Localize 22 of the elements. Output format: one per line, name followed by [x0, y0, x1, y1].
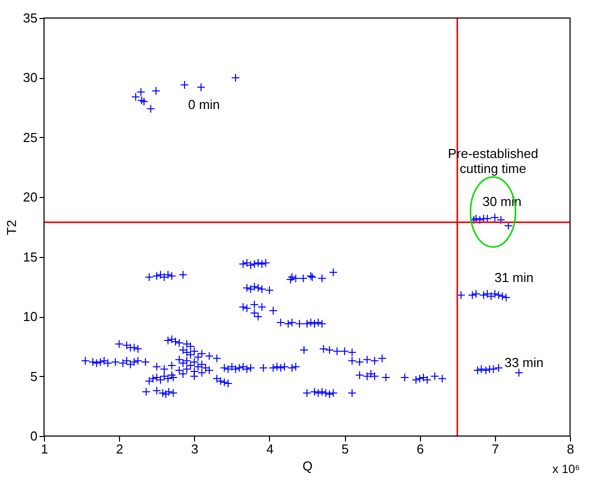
y-tick-label: 5 — [30, 368, 38, 384]
x-tick-label: 4 — [266, 442, 274, 456]
x-tick-label: 6 — [416, 442, 424, 456]
y-tick-label: 20 — [23, 190, 38, 205]
y-tick-label: 15 — [23, 249, 38, 264]
annotation: 33 min — [504, 355, 544, 370]
x-tick-label: 2 — [116, 442, 124, 456]
y-tick-label: 10 — [23, 309, 38, 324]
x-axis-title: Q — [302, 458, 313, 474]
y-tick-label: 0 — [30, 428, 38, 444]
y-tick-label: 25 — [23, 130, 38, 145]
x-tick-label: 3 — [191, 442, 198, 456]
x-tick-label: 8 — [566, 442, 574, 456]
y-axis-title: T2 — [4, 220, 20, 236]
x-tick-label: 1 — [40, 442, 48, 456]
annotation: 0 min — [188, 97, 220, 112]
y-tick-label: 30 — [23, 70, 38, 86]
text: x 10⁶ — [552, 462, 580, 476]
y-tick-label: 35 — [23, 10, 38, 26]
x-tick-label: 7 — [492, 442, 499, 456]
annotation: 31 min — [494, 270, 534, 285]
x-tick-label: 5 — [341, 442, 349, 456]
